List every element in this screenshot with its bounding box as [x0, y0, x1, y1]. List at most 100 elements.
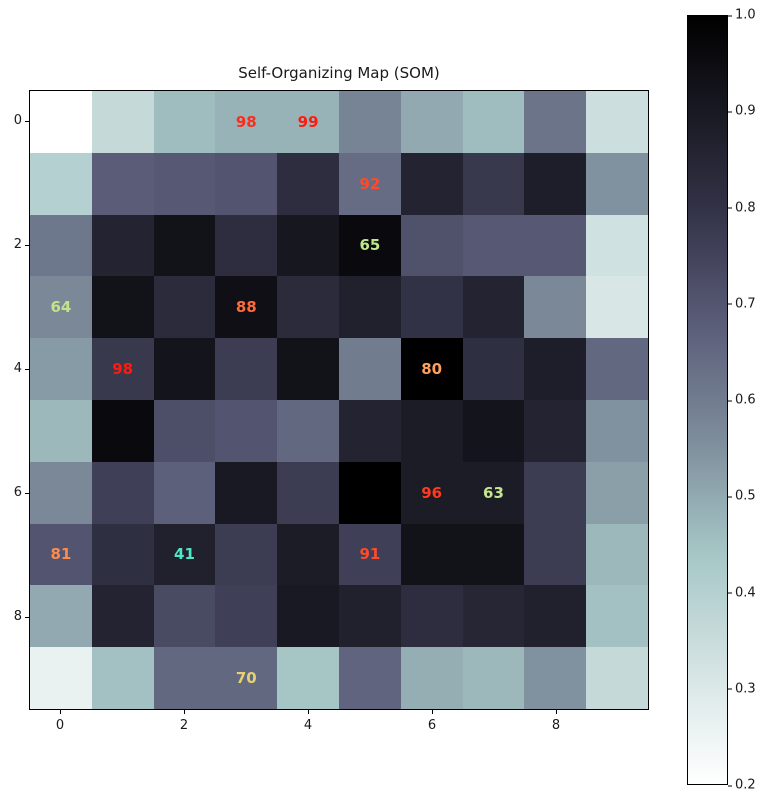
- heatmap-cell: [524, 523, 587, 586]
- heatmap-cell: [524, 214, 587, 277]
- heatmap-cell: [215, 214, 278, 277]
- colorbar-tick-label: 0.4: [728, 585, 756, 600]
- y-tick-label: 0: [0, 113, 29, 128]
- heatmap-cell: [524, 399, 587, 462]
- heatmap-cell: [400, 585, 463, 648]
- som-heatmap: 98 99 92 65 64 88 98 80 96 63 81 41 91 70: [29, 90, 649, 710]
- cell-annotation: 98: [235, 112, 257, 131]
- heatmap-cell: [400, 152, 463, 215]
- heatmap-cell: [153, 585, 216, 648]
- heatmap-cell: 92: [338, 152, 401, 215]
- cell-annotation: 65: [359, 236, 381, 255]
- heatmap-cell: [586, 91, 648, 153]
- heatmap-cell: [338, 585, 401, 648]
- heatmap-cell: [277, 152, 339, 215]
- heatmap-cell: 88: [215, 276, 278, 339]
- heatmap-cell: [462, 338, 525, 400]
- y-tick-label: 2: [0, 237, 29, 252]
- heatmap-cell: [400, 214, 463, 277]
- heatmap-cell: [91, 152, 154, 215]
- x-tick-label: 8: [541, 710, 571, 733]
- heatmap-cell: [400, 399, 463, 462]
- heatmap-cell: [338, 338, 401, 400]
- heatmap-cell: [30, 647, 92, 709]
- y-tick-label: 6: [0, 485, 29, 500]
- cell-annotation: 64: [50, 298, 72, 317]
- heatmap-cell: 96: [400, 461, 463, 524]
- heatmap-cell: [277, 399, 339, 462]
- heatmap-cell: [586, 276, 648, 339]
- heatmap-cell: [586, 214, 648, 277]
- heatmap-cell: 99: [277, 91, 339, 153]
- heatmap-cell: [338, 91, 401, 153]
- heatmap-cell: [586, 523, 648, 586]
- heatmap-cell: [277, 338, 339, 400]
- heatmap-cell: [91, 523, 154, 586]
- y-tick-label: 8: [0, 609, 29, 624]
- heatmap-cell: [277, 647, 339, 709]
- heatmap-cell: [277, 214, 339, 277]
- heatmap-cell: [462, 91, 525, 153]
- heatmap-cell: [400, 523, 463, 586]
- heatmap-cell: [153, 647, 216, 709]
- heatmap-cell: [30, 461, 92, 524]
- heatmap-cell: [524, 276, 587, 339]
- heatmap-cell: [153, 338, 216, 400]
- cell-annotation: 99: [297, 112, 319, 131]
- heatmap-cell: 41: [153, 523, 216, 586]
- x-tick-label: 0: [45, 710, 75, 733]
- heatmap-cell: [462, 523, 525, 586]
- heatmap-cell: [462, 399, 525, 462]
- x-tick-label: 6: [417, 710, 447, 733]
- heatmap-cell: [30, 152, 92, 215]
- heatmap-cell: [586, 647, 648, 709]
- heatmap-cell: [462, 647, 525, 709]
- heatmap-grid: 98 99 92 65 64 88 98 80 96 63 81 41 91 70: [30, 91, 648, 709]
- heatmap-cell: [524, 461, 587, 524]
- heatmap-cell: [91, 461, 154, 524]
- heatmap-cell: [91, 214, 154, 277]
- cell-annotation: 92: [359, 174, 381, 193]
- heatmap-cell: 63: [462, 461, 525, 524]
- heatmap-cell: 81: [30, 523, 92, 586]
- heatmap-cell: [30, 214, 92, 277]
- heatmap-cell: [91, 647, 154, 709]
- heatmap-cell: [524, 152, 587, 215]
- heatmap-cell: [215, 585, 278, 648]
- heatmap-cell: [586, 399, 648, 462]
- heatmap-cell: [586, 152, 648, 215]
- x-tick-label: 2: [169, 710, 199, 733]
- heatmap-cell: 98: [215, 91, 278, 153]
- heatmap-cell: 91: [338, 523, 401, 586]
- heatmap-cell: [462, 276, 525, 339]
- cell-annotation: 80: [421, 360, 443, 379]
- heatmap-cell: [338, 276, 401, 339]
- cell-annotation: 41: [174, 545, 195, 564]
- heatmap-cell: [462, 214, 525, 277]
- cell-annotation: 91: [359, 545, 381, 564]
- heatmap-cell: [524, 585, 587, 648]
- heatmap-cell: [338, 399, 401, 462]
- heatmap-cell: [277, 585, 339, 648]
- colorbar-tick-label: 0.2: [728, 777, 756, 793]
- heatmap-cell: [153, 152, 216, 215]
- heatmap-cell: [215, 399, 278, 462]
- colorbar-tick-label: 0.9: [728, 103, 756, 119]
- heatmap-cell: 80: [400, 338, 463, 400]
- heatmap-cell: [30, 91, 92, 153]
- heatmap-cell: [400, 276, 463, 339]
- heatmap-cell: [524, 91, 587, 153]
- heatmap-cell: [400, 91, 463, 153]
- heatmap-cell: [524, 338, 587, 400]
- cell-annotation: 63: [483, 483, 504, 502]
- x-tick-label: 4: [293, 710, 323, 733]
- cell-annotation: 96: [421, 483, 443, 502]
- cell-annotation: 88: [235, 298, 257, 317]
- heatmap-cell: [277, 461, 339, 524]
- cell-annotation: 70: [235, 669, 257, 688]
- colorbar: [687, 15, 728, 785]
- colorbar-tick-label: 0.6: [728, 392, 756, 408]
- heatmap-cell: [153, 91, 216, 153]
- heatmap-cell: [215, 461, 278, 524]
- heatmap-cell: 65: [338, 214, 401, 277]
